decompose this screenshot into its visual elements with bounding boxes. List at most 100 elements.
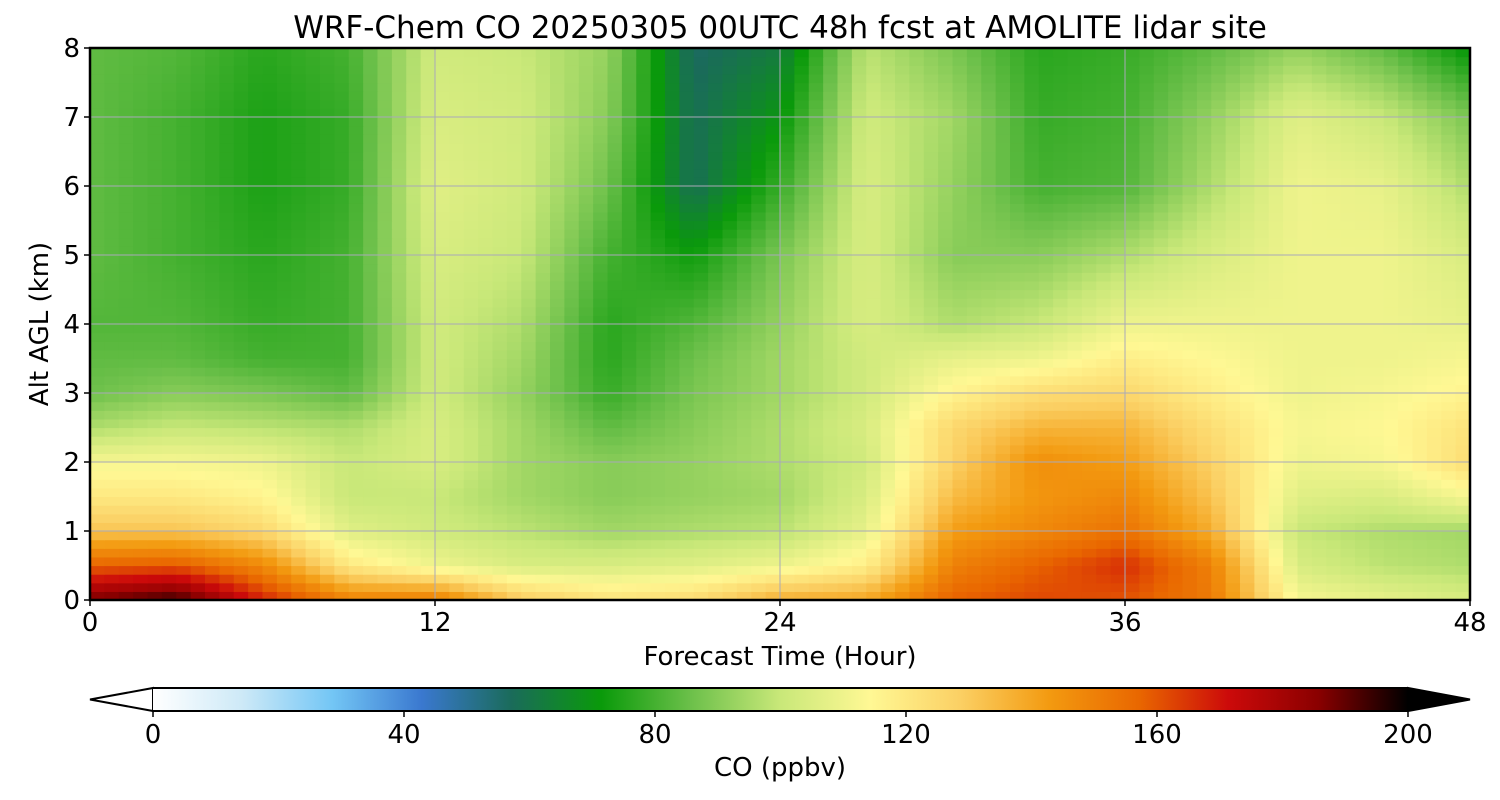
heatmap-cell xyxy=(104,513,120,523)
heatmap-cell xyxy=(478,237,494,247)
heatmap-cell xyxy=(1412,289,1428,299)
heatmap-cell xyxy=(923,513,939,523)
heatmap-cell xyxy=(981,211,997,222)
heatmap-cell xyxy=(233,220,249,230)
heatmap-cell xyxy=(205,229,220,239)
heatmap-cell xyxy=(377,160,393,170)
heatmap-cell xyxy=(593,289,609,299)
heatmap-cell xyxy=(190,582,206,592)
heatmap-cell xyxy=(276,298,292,308)
heatmap-cell xyxy=(995,186,1011,196)
heatmap-cell xyxy=(564,479,580,489)
heatmap-cell xyxy=(1053,349,1069,360)
heatmap-cell xyxy=(1297,513,1313,523)
heatmap-cell xyxy=(262,306,278,316)
heatmap-cell xyxy=(665,306,680,316)
heatmap-cell xyxy=(708,427,724,437)
heatmap-cell xyxy=(190,211,206,222)
heatmap-cell xyxy=(1412,401,1428,411)
heatmap-cell xyxy=(233,531,249,541)
heatmap-cell xyxy=(1383,160,1399,170)
heatmap-cell xyxy=(1067,453,1083,463)
heatmap-cell xyxy=(938,556,954,567)
heatmap-cell xyxy=(794,582,810,592)
heatmap-cell xyxy=(363,186,379,196)
heatmap-cell xyxy=(248,444,264,454)
heatmap-cell xyxy=(262,220,278,230)
heatmap-cell xyxy=(1326,349,1342,360)
heatmap-cell xyxy=(621,470,637,480)
heatmap-cell xyxy=(463,393,479,403)
heatmap-cell xyxy=(104,306,120,316)
heatmap-cell xyxy=(981,401,997,411)
heatmap-cell xyxy=(161,349,177,360)
heatmap-cell xyxy=(650,341,666,351)
heatmap-cell xyxy=(176,574,192,584)
heatmap-cell xyxy=(276,220,292,230)
heatmap-cell xyxy=(305,418,321,429)
heatmap-cell xyxy=(679,565,695,575)
heatmap-cell xyxy=(1081,332,1097,342)
heatmap-cell xyxy=(722,255,738,265)
heatmap-cell xyxy=(736,246,752,256)
heatmap-cell xyxy=(1225,522,1241,532)
heatmap-cell xyxy=(1412,220,1428,230)
heatmap-cell xyxy=(952,375,968,385)
heatmap-cell xyxy=(1355,280,1370,291)
heatmap-cell xyxy=(1254,384,1270,394)
heatmap-cell xyxy=(535,513,551,523)
heatmap-cell xyxy=(205,168,220,178)
heatmap-cell xyxy=(1398,194,1414,204)
heatmap-cell xyxy=(305,513,321,523)
heatmap-cell xyxy=(650,436,666,446)
heatmap-cell xyxy=(1196,462,1212,472)
heatmap-cell xyxy=(650,263,666,273)
heatmap-cell xyxy=(1010,160,1025,170)
heatmap-cell xyxy=(780,203,795,213)
heatmap-cell xyxy=(1240,367,1255,377)
heatmap-cell xyxy=(190,539,206,549)
heatmap-cell xyxy=(478,384,494,394)
heatmap-cell xyxy=(1139,280,1155,291)
heatmap-cell xyxy=(1211,280,1227,291)
heatmap-cell xyxy=(708,539,724,549)
heatmap-cell xyxy=(1426,280,1442,291)
heatmap-cell xyxy=(880,151,896,161)
heatmap-cell xyxy=(1211,548,1227,558)
heatmap-cell xyxy=(650,324,666,334)
heatmap-cell xyxy=(205,470,220,480)
heatmap-cell xyxy=(478,289,494,299)
heatmap-cell xyxy=(334,436,350,446)
heatmap-cell xyxy=(1383,289,1399,299)
heatmap-cell xyxy=(823,505,839,515)
heatmap-cell xyxy=(923,203,939,213)
heatmap-cell xyxy=(995,349,1011,360)
heatmap-cell xyxy=(1355,548,1370,558)
heatmap-cell xyxy=(1383,574,1399,584)
heatmap-cell xyxy=(1225,168,1241,178)
heatmap-cell xyxy=(794,246,810,256)
heatmap-cell xyxy=(190,160,206,170)
heatmap-cell xyxy=(104,194,120,204)
heatmap-cell xyxy=(665,401,680,411)
heatmap-cell xyxy=(190,341,206,351)
heatmap-cell xyxy=(506,272,522,282)
heatmap-cell xyxy=(133,487,149,498)
heatmap-cell xyxy=(420,298,436,308)
heatmap-cell xyxy=(291,531,307,541)
heatmap-cell xyxy=(1268,453,1284,463)
heatmap-cell xyxy=(895,194,910,204)
heatmap-cell xyxy=(348,410,364,420)
heatmap-cell xyxy=(320,453,335,463)
heatmap-cell xyxy=(276,427,292,437)
heatmap-cell xyxy=(1153,194,1169,204)
heatmap-cell xyxy=(851,237,867,247)
heatmap-cell xyxy=(1369,349,1385,360)
heatmap-cell xyxy=(104,522,120,532)
heatmap-cell xyxy=(808,401,824,411)
heatmap-cell xyxy=(1283,462,1299,472)
heatmap-cell xyxy=(1096,418,1112,429)
heatmap-cell xyxy=(808,462,824,472)
heatmap-cell xyxy=(1340,384,1356,394)
heatmap-cell xyxy=(1426,436,1442,446)
